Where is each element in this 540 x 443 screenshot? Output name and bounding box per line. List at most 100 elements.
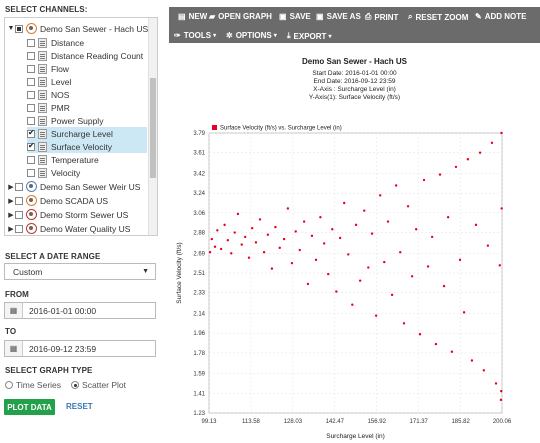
caret-down-icon: ▾ [213,33,217,39]
group-checkbox[interactable] [15,182,23,191]
data-point [314,258,318,262]
to-date-field[interactable]: ▦ 2016-09-12 23:59 [4,340,156,357]
calendar-icon[interactable]: ▦ [5,341,23,356]
channel-checkbox[interactable] [27,90,35,99]
x-tick-label: 156.92 [368,419,387,425]
graph-type-heading: SELECT GRAPH TYPE [5,366,93,375]
chevron-right-icon[interactable]: ▶ [8,183,14,191]
chevron-down-icon[interactable]: ▼ [7,25,15,32]
scatter-plot[interactable]: 1.23 1.41 1.59 1.78 1.96 2.14 2.33 2.51 2.69 2.88… [169,43,540,443]
channel-icon [38,128,47,139]
add-note-button[interactable]: ✎ ADD NOTE [475,12,526,21]
tree-scrollbar[interactable] [148,18,157,235]
pencil-icon: ✎ [475,12,482,21]
time-series-label: Time Series [16,380,62,390]
channel-label: Power Supply [51,115,104,126]
from-date-field[interactable]: ▦ 2016-01-01 00:00 [4,302,156,319]
data-point [470,359,474,362]
options-menu[interactable]: ✲ OPTIONS ▾ [226,31,277,40]
data-point [213,245,217,248]
channel-checkbox[interactable] [27,103,35,112]
save-button[interactable]: ▣ SAVE [279,12,311,21]
save-as-icon: ▣ [316,12,324,21]
legend-swatch [212,125,217,130]
channel-tree: ▼ Demo San Sewer - Hach US Distance Dist… [4,17,158,236]
data-point [347,253,350,256]
open-graph-label: OPEN GRAPH [218,12,272,21]
tree-group-row[interactable]: ▶ Demo SCADA US [7,194,149,207]
y-tick-label: 2.14 [193,311,205,317]
tree-channel-row[interactable]: PMR [27,101,157,114]
data-point [240,243,243,246]
reset-zoom-button[interactable]: ⌕ RESET ZOOM [408,12,468,22]
channel-checkbox[interactable] [27,128,35,138]
tools-menu[interactable]: ✑ TOOLS ▾ [174,31,216,40]
source-icon [26,23,37,34]
tree-channel-row[interactable]: Surcharge Level [27,127,147,140]
channel-checkbox[interactable] [27,116,35,125]
tree-channel-row[interactable]: Power Supply [27,114,157,127]
open-graph-button[interactable]: ▰ OPEN GRAPH [209,12,272,21]
y-tick-label: 2.51 [193,271,205,277]
y-tick-label: 1.78 [193,351,205,357]
channel-icon [38,141,47,152]
tree-channel-row[interactable]: Velocity [27,166,157,179]
channel-label: Velocity [51,167,81,178]
chart-title: Demo San Sewer - Hach US [302,57,407,66]
channel-checkbox[interactable] [27,155,35,164]
legend-label: Surface Velocity (ft/s) vs. Surcharge Le… [220,126,342,132]
export-menu[interactable]: ⤓ EXPORT ▾ [287,31,331,41]
data-point [446,216,450,219]
date-range-value: Custom [13,266,43,277]
new-label: NEW [188,12,208,21]
channel-checkbox[interactable] [27,168,35,177]
chevron-right-icon[interactable]: ▶ [8,197,14,205]
tree-group-label: Demo Storm Sewer US [40,209,129,220]
save-as-button[interactable]: ▣ SAVE AS [316,12,361,21]
scatter-plot-radio[interactable] [71,381,80,389]
tree-channel-row[interactable]: Distance [27,36,157,49]
data-point [498,264,501,267]
new-button[interactable]: ▤ NEW [178,12,207,21]
group-checkbox[interactable] [15,196,23,205]
channel-checkbox[interactable] [27,51,35,60]
wrench-icon: ✑ [174,31,181,40]
channel-checkbox[interactable] [27,38,35,47]
reset-link[interactable]: RESET [66,402,93,411]
tree-group-row[interactable]: ▶ Demo San Sewer Weir US [7,180,149,193]
tree-group-row[interactable]: ▼ Demo San Sewer - Hach US [7,22,149,35]
chevron-right-icon[interactable]: ▶ [8,225,14,233]
tree-channel-row[interactable]: Temperature [27,153,157,166]
time-series-radio[interactable] [5,381,13,389]
data-point [208,251,212,254]
data-point [306,282,310,286]
options-label: OPTIONS [235,31,272,40]
group-checkbox[interactable] [15,210,23,219]
graph-type-radio-group: Time Series Scatter Plot [5,380,126,390]
data-point [298,248,301,252]
data-point [462,311,466,314]
plot-data-button[interactable]: PLOT DATA [4,399,55,415]
tree-channel-row[interactable]: NOS [27,88,157,101]
tree-channel-row[interactable]: Flow [27,62,157,75]
calendar-icon[interactable]: ▦ [5,303,23,318]
from-date-value: 2016-01-01 00:00 [29,305,97,316]
y-tick-label: 3.42 [193,171,205,177]
x-tick-label: 171.37 [410,419,429,425]
channel-checkbox[interactable] [27,77,35,86]
channel-checkbox[interactable] [27,141,35,151]
print-button[interactable]: ⎙ PRINT [365,12,398,22]
tree-channel-row[interactable]: Distance Reading Count [27,49,157,62]
channel-checkbox[interactable] [27,64,35,73]
group-checkbox[interactable] [15,24,23,33]
tree-group-label: Demo San Sewer - Hach US [40,23,149,34]
group-checkbox[interactable] [15,224,23,233]
tree-group-row[interactable]: ▶ Demo Storm Sewer US [7,208,149,221]
tree-channel-row[interactable]: Level [27,75,157,88]
date-range-select[interactable]: Custom ▼ [4,263,156,280]
data-point [262,251,266,254]
chevron-right-icon[interactable]: ▶ [8,211,14,219]
scrollbar-thumb[interactable] [150,78,156,178]
tree-channel-row[interactable]: Surface Velocity [27,140,147,153]
tree-group-row[interactable]: ▶ Demo Water Quality US [7,222,149,235]
